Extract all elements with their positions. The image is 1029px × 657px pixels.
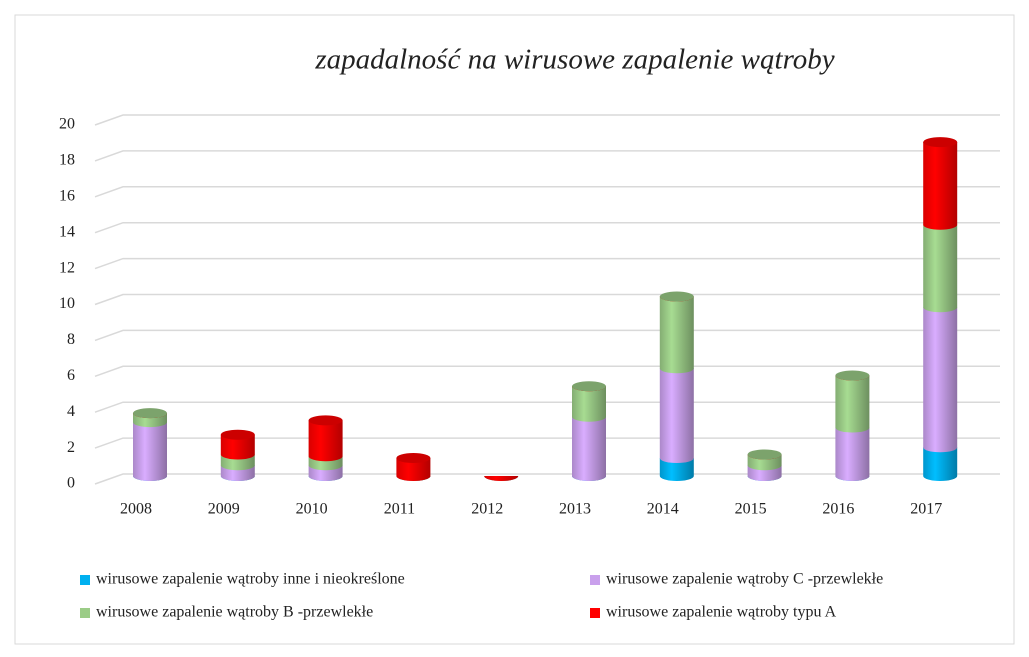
grid-line [94,221,1000,234]
bar-segment [659,368,694,464]
grid-line [94,114,1000,126]
y-tick-label: 2 [67,439,75,456]
y-tick-label: 4 [67,403,75,420]
grid-line [94,401,1000,413]
x-tick-label: 2012 [471,501,503,518]
y-tick-label: 20 [59,116,75,133]
bar-segment [659,458,694,482]
bar-cap [220,429,255,440]
grid-line [94,365,1000,378]
bar-segment [923,307,958,453]
y-tick-label: 0 [67,475,75,492]
y-tick-label: 18 [59,152,75,169]
y-tick-label: 12 [59,259,75,276]
bar-segment [572,416,606,481]
chart-frame [14,14,1015,645]
bar-cap [923,137,958,148]
x-tick-label: 2015 [735,501,767,518]
grid-line [94,293,1000,306]
bar-segment [484,476,519,482]
x-tick-label: 2008 [120,501,152,518]
chart-title: zapadalność na wirusowe zapalenie wątrob… [314,44,834,76]
legend-label: wirusowe zapalenie wątroby B -przewlekłe [96,604,373,621]
bar-cap [396,453,431,464]
bar-cap [835,370,870,381]
grid-line [94,329,1000,342]
legend-swatch [80,608,90,618]
grid-line [94,437,1000,449]
bar-segment [133,422,167,481]
bar-segment [396,458,431,482]
y-tick-label: 6 [67,367,75,384]
x-tick-label: 2011 [384,501,415,518]
grid-line [94,473,1000,485]
bar-cap [308,415,343,426]
legend-label: wirusowe zapalenie wątroby inne i nieokr… [96,571,405,588]
grid-line [94,186,1000,198]
bar-segment [835,375,870,433]
legend-label: wirusowe zapalenie wątroby typu A [606,604,837,621]
y-tick-label: 10 [59,295,75,312]
x-tick-label: 2009 [208,501,240,518]
bar-cap [572,381,606,392]
bar-segment [220,434,255,460]
bar-cap [133,408,167,419]
y-tick-label: 16 [59,187,75,204]
bar-segment [923,142,958,230]
bar-segment [835,427,870,482]
bar-cap [747,449,782,460]
legend-label: wirusowe zapalenie wątroby C -przewlekłe [606,571,883,588]
y-tick-label: 14 [59,223,75,240]
bar-cap [659,291,694,302]
bar-segment [923,224,958,313]
bar-segment [308,420,343,462]
legend-swatch [590,608,600,618]
legend-swatch [590,575,600,585]
bar-segment [923,447,958,482]
x-tick-label: 2014 [647,501,679,518]
y-tick-label: 8 [67,331,75,348]
grid-line [94,257,1000,270]
grid-line [94,150,1000,162]
x-tick-label: 2016 [822,501,854,518]
legend-swatch [80,575,90,585]
bar-segment [572,386,606,422]
x-tick-label: 2013 [559,501,591,518]
x-tick-label: 2010 [296,501,328,518]
bar-segment [659,296,694,374]
x-tick-label: 2017 [910,501,942,518]
